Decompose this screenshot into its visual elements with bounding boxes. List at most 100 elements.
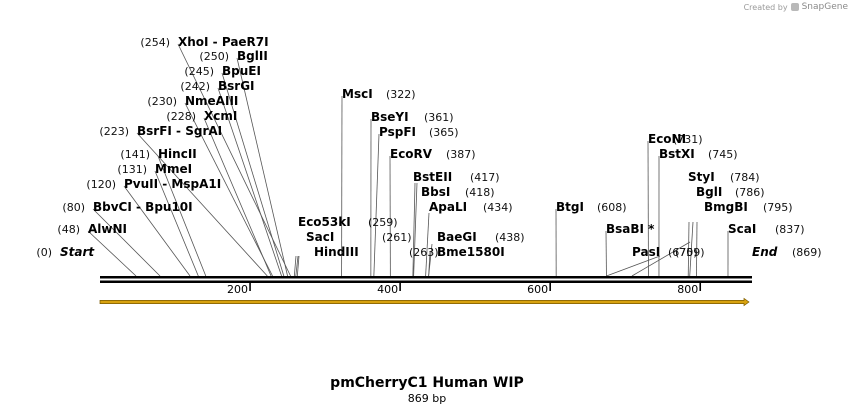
enzyme-label-xhoi-paer7i[interactable]: XhoI - PaeR7I xyxy=(178,35,269,49)
connector-bgli xyxy=(689,221,694,277)
connector-nmeaiii xyxy=(184,102,273,277)
ruler-label-200: 200 xyxy=(227,283,248,296)
site-position-hincii: (141) xyxy=(120,148,150,161)
connector-bsrfi-sgrai xyxy=(136,132,268,277)
enzyme-label-hindiii[interactable]: HindIII xyxy=(314,245,359,259)
site-position-bsteii: (417) xyxy=(470,171,500,184)
enzyme-label-bseyi[interactable]: BseYI xyxy=(371,110,409,124)
enzyme-label-pasi[interactable]: PasI xyxy=(632,245,660,259)
site-position-pspfi: (365) xyxy=(429,126,459,139)
enzyme-label-bsrgi[interactable]: BsrGI xyxy=(218,79,255,93)
feature-arrow-shape[interactable] xyxy=(99,297,750,307)
site-position-mmei: (131) xyxy=(117,163,147,176)
site-position-baegi: (438) xyxy=(495,231,525,244)
enzyme-label-apali[interactable]: ApaLI xyxy=(429,200,467,214)
connector-bme1580i xyxy=(428,251,431,277)
enzyme-label-bbvci-bpu10i[interactable]: BbvCI - Bpu10I xyxy=(93,200,193,214)
site-position-styi: (784) xyxy=(730,171,760,184)
connector-pspfi xyxy=(373,133,380,277)
enzyme-label-scai[interactable]: ScaI xyxy=(728,222,756,236)
connector-bmgbi xyxy=(696,221,698,277)
enzyme-label-pspfi[interactable]: PspFI xyxy=(379,125,416,139)
site-position-pvuii-mspa1i: (120) xyxy=(86,178,116,191)
enzyme-label-btgi[interactable]: BtgI xyxy=(556,200,584,214)
enzyme-label-msci[interactable]: MscI xyxy=(342,87,373,101)
site-position-econi: (731) xyxy=(673,133,703,146)
connector-xcmi xyxy=(203,117,272,277)
enzyme-label-baegi[interactable]: BaeGI xyxy=(437,230,477,244)
connector-pvuii-mspa1i xyxy=(123,185,191,277)
enzyme-label-pvuii-mspa1i[interactable]: PvuII - MspA1I xyxy=(124,177,221,191)
connector-bbvci-bpu10i xyxy=(92,208,161,277)
connector-bglii xyxy=(236,57,288,277)
enzyme-label-alwni[interactable]: AlwNI xyxy=(88,222,127,236)
connector-eco53ki xyxy=(293,255,297,277)
enzyme-label-eco53ki[interactable]: Eco53kI xyxy=(298,215,351,229)
enzyme-label-nmeaiii[interactable]: NmeAIII xyxy=(185,94,238,108)
enzyme-label-bgli[interactable]: BglI xyxy=(696,185,722,199)
site-position-hindiii: (263) xyxy=(409,246,439,259)
bottom-strand xyxy=(100,280,752,283)
connector-mmei xyxy=(154,170,199,277)
map-title-block: pmCherryC1 Human WIP 869 bp xyxy=(0,374,854,405)
connector-alwni xyxy=(87,230,137,277)
enzyme-label-hincii[interactable]: HincII xyxy=(158,147,197,161)
enzyme-label-styi[interactable]: StyI xyxy=(688,170,715,184)
enzyme-label-bsteii[interactable]: BstEII xyxy=(413,170,452,184)
credit-text: Created by xyxy=(743,2,788,12)
ruler-label-800: 800 xyxy=(677,283,698,296)
enzyme-label-xcmi[interactable]: XcmI xyxy=(204,109,237,123)
ruler-label-400: 400 xyxy=(377,283,398,296)
enzyme-label-bsabi[interactable]: BsaBI * xyxy=(606,222,655,236)
connector-pasi xyxy=(606,255,661,277)
site-position-start: (0) xyxy=(36,246,52,259)
enzyme-label-bmgbi[interactable]: BmgBI xyxy=(704,200,748,214)
map-title: pmCherryC1 Human WIP xyxy=(330,375,524,391)
connector-apali xyxy=(425,212,430,277)
ruler-label-600: 600 xyxy=(527,283,548,296)
enzyme-label-end[interactable]: End xyxy=(752,245,778,259)
site-position-eco53ki: (259) xyxy=(368,216,398,229)
connector-saci xyxy=(295,255,299,277)
site-position-ecorv: (387) xyxy=(446,148,476,161)
site-connector-lines xyxy=(87,43,729,277)
site-position-apali: (434) xyxy=(483,201,513,214)
connector-bpuei xyxy=(221,72,285,277)
enzyme-label-bme1580i[interactable]: Bme1580I xyxy=(437,245,505,259)
site-position-bseyi: (361) xyxy=(424,111,454,124)
ruler: 200 400 600 800 xyxy=(227,283,702,296)
enzyme-label-bsrfi-sgrai[interactable]: BsrFI - SgrAI xyxy=(137,124,222,138)
site-position-saci: (261) xyxy=(382,231,412,244)
site-position-pasi: (675) xyxy=(668,246,698,259)
enzyme-label-bglii[interactable]: BglII xyxy=(237,49,268,63)
enzyme-label-bstxi[interactable]: BstXI xyxy=(659,147,695,161)
top-strand xyxy=(100,276,752,279)
enzyme-label-start[interactable]: Start xyxy=(60,245,95,259)
site-position-bpuei: (245) xyxy=(184,65,214,78)
enzyme-label-saci[interactable]: SacI xyxy=(306,230,334,244)
connector-bbsi xyxy=(413,182,418,277)
enzyme-label-econi[interactable]: EcoNI xyxy=(648,132,686,146)
snapgene-logo-icon xyxy=(790,3,799,11)
site-position-bgli: (786) xyxy=(735,186,765,199)
feature-arrow[interactable] xyxy=(99,297,750,307)
enzyme-label-bbsi[interactable]: BbsI xyxy=(421,185,450,199)
site-position-bsrgi: (242) xyxy=(180,80,210,93)
brand-name: SnapGene xyxy=(801,2,848,12)
enzyme-label-mmei[interactable]: MmeI xyxy=(155,162,192,176)
enzyme-label-bpuei[interactable]: BpuEI xyxy=(222,64,261,78)
connector-unnamed-709 xyxy=(631,241,691,277)
site-position-bglii: (250) xyxy=(199,50,229,63)
site-position-unnamed-709: (709) xyxy=(675,246,705,259)
site-position-btgi: (608) xyxy=(597,201,627,214)
site-position-bstxi: (745) xyxy=(708,148,738,161)
site-labels: (0) Start (48) AlwNI(80) BbvCI - Bpu10I (120)… xyxy=(36,35,821,259)
connector-bsteii xyxy=(412,182,416,277)
connector-styi xyxy=(687,221,690,277)
site-position-alwni: (48) xyxy=(57,223,80,236)
dna-backbone xyxy=(100,276,752,283)
site-position-scai: (837) xyxy=(775,223,805,236)
site-position-msci: (322) xyxy=(386,88,416,101)
enzyme-label-ecorv[interactable]: EcoRV xyxy=(390,147,433,161)
